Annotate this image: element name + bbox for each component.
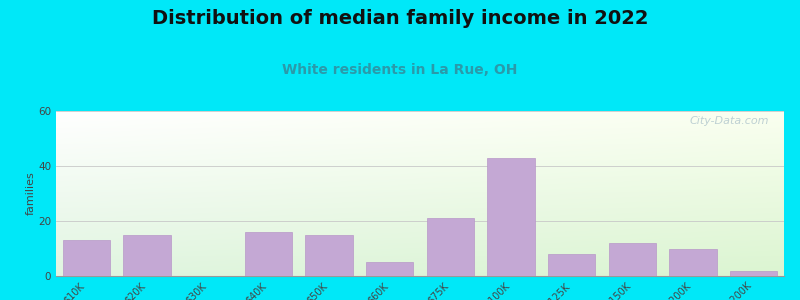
- Bar: [670, 248, 717, 276]
- Text: White residents in La Rue, OH: White residents in La Rue, OH: [282, 63, 518, 77]
- Bar: [62, 240, 110, 276]
- Bar: [366, 262, 414, 276]
- Bar: [426, 218, 474, 276]
- Bar: [245, 232, 292, 276]
- Bar: [548, 254, 595, 276]
- Bar: [730, 271, 778, 276]
- Text: Distribution of median family income in 2022: Distribution of median family income in …: [152, 9, 648, 28]
- Bar: [609, 243, 656, 276]
- Y-axis label: families: families: [26, 172, 35, 215]
- Bar: [306, 235, 353, 276]
- Bar: [123, 235, 170, 276]
- Bar: [487, 158, 534, 276]
- Text: City-Data.com: City-Data.com: [690, 116, 770, 126]
